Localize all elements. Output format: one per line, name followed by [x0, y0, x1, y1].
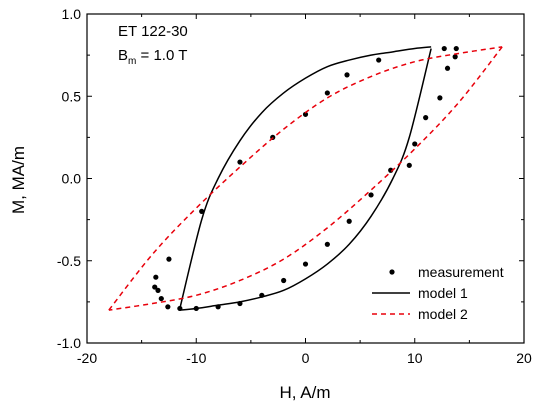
legend: measurement model 1 model 2: [372, 264, 504, 322]
model-1-descending-branch: [179, 48, 432, 311]
x-tick-label: -20: [77, 350, 97, 366]
measurement-point: [302, 261, 309, 267]
measurement-point: [281, 277, 287, 284]
measurement-point: [324, 90, 330, 96]
measurement-point: [452, 54, 458, 60]
measurement-point: [158, 295, 164, 302]
x-tick-label: -10: [186, 350, 206, 366]
legend-marker-measurement: [389, 269, 395, 275]
legend-label-model-2: model 2: [418, 306, 468, 322]
measurement-point: [423, 115, 429, 121]
legend-label-model-1: model 1: [418, 285, 468, 301]
measurement-point: [376, 57, 382, 63]
x-axis-title: H, A/m: [279, 383, 330, 402]
measurement-point: [153, 274, 159, 280]
annotation-symbol: B: [118, 47, 128, 64]
measurement-point: [166, 256, 172, 262]
measurement-point: [368, 192, 374, 198]
annotation-material: ET 122-30: [118, 23, 188, 40]
measurement-point: [155, 287, 161, 293]
x-tick-label: 20: [516, 350, 532, 366]
measurement-point: [453, 45, 459, 52]
measurement-point: [199, 208, 205, 214]
annotation-value: = 1.0 T: [136, 47, 187, 64]
y-axis-title: M, MA/m: [9, 146, 28, 214]
measurement-point: [346, 218, 352, 224]
y-tick-label: 1.0: [62, 6, 82, 22]
measurement-point: [444, 65, 451, 71]
measurement-point: [165, 304, 171, 310]
legend-label-measurement: measurement: [418, 264, 504, 280]
annotation-flux-density: Bm = 1.0 T: [118, 47, 187, 67]
y-tick-label: -0.5: [57, 253, 81, 269]
measurement-point: [302, 111, 309, 117]
measurement-point: [237, 159, 243, 165]
annotation-subscript: m: [128, 56, 136, 67]
measurement-point: [406, 162, 412, 168]
measurement-point: [412, 141, 418, 147]
measurement-point: [324, 241, 330, 247]
measurement-point: [441, 45, 447, 52]
x-tick-label: 0: [302, 350, 310, 366]
measurement-point: [152, 284, 158, 290]
x-tick-label: 10: [407, 350, 423, 366]
measurement-point: [437, 95, 443, 101]
model-1-ascending-branch: [179, 46, 432, 309]
y-tick-label: -1.0: [57, 335, 81, 351]
y-tick-label: 0.0: [62, 171, 82, 187]
y-tick-label: 0.5: [62, 88, 82, 104]
measurement-point: [344, 72, 350, 78]
